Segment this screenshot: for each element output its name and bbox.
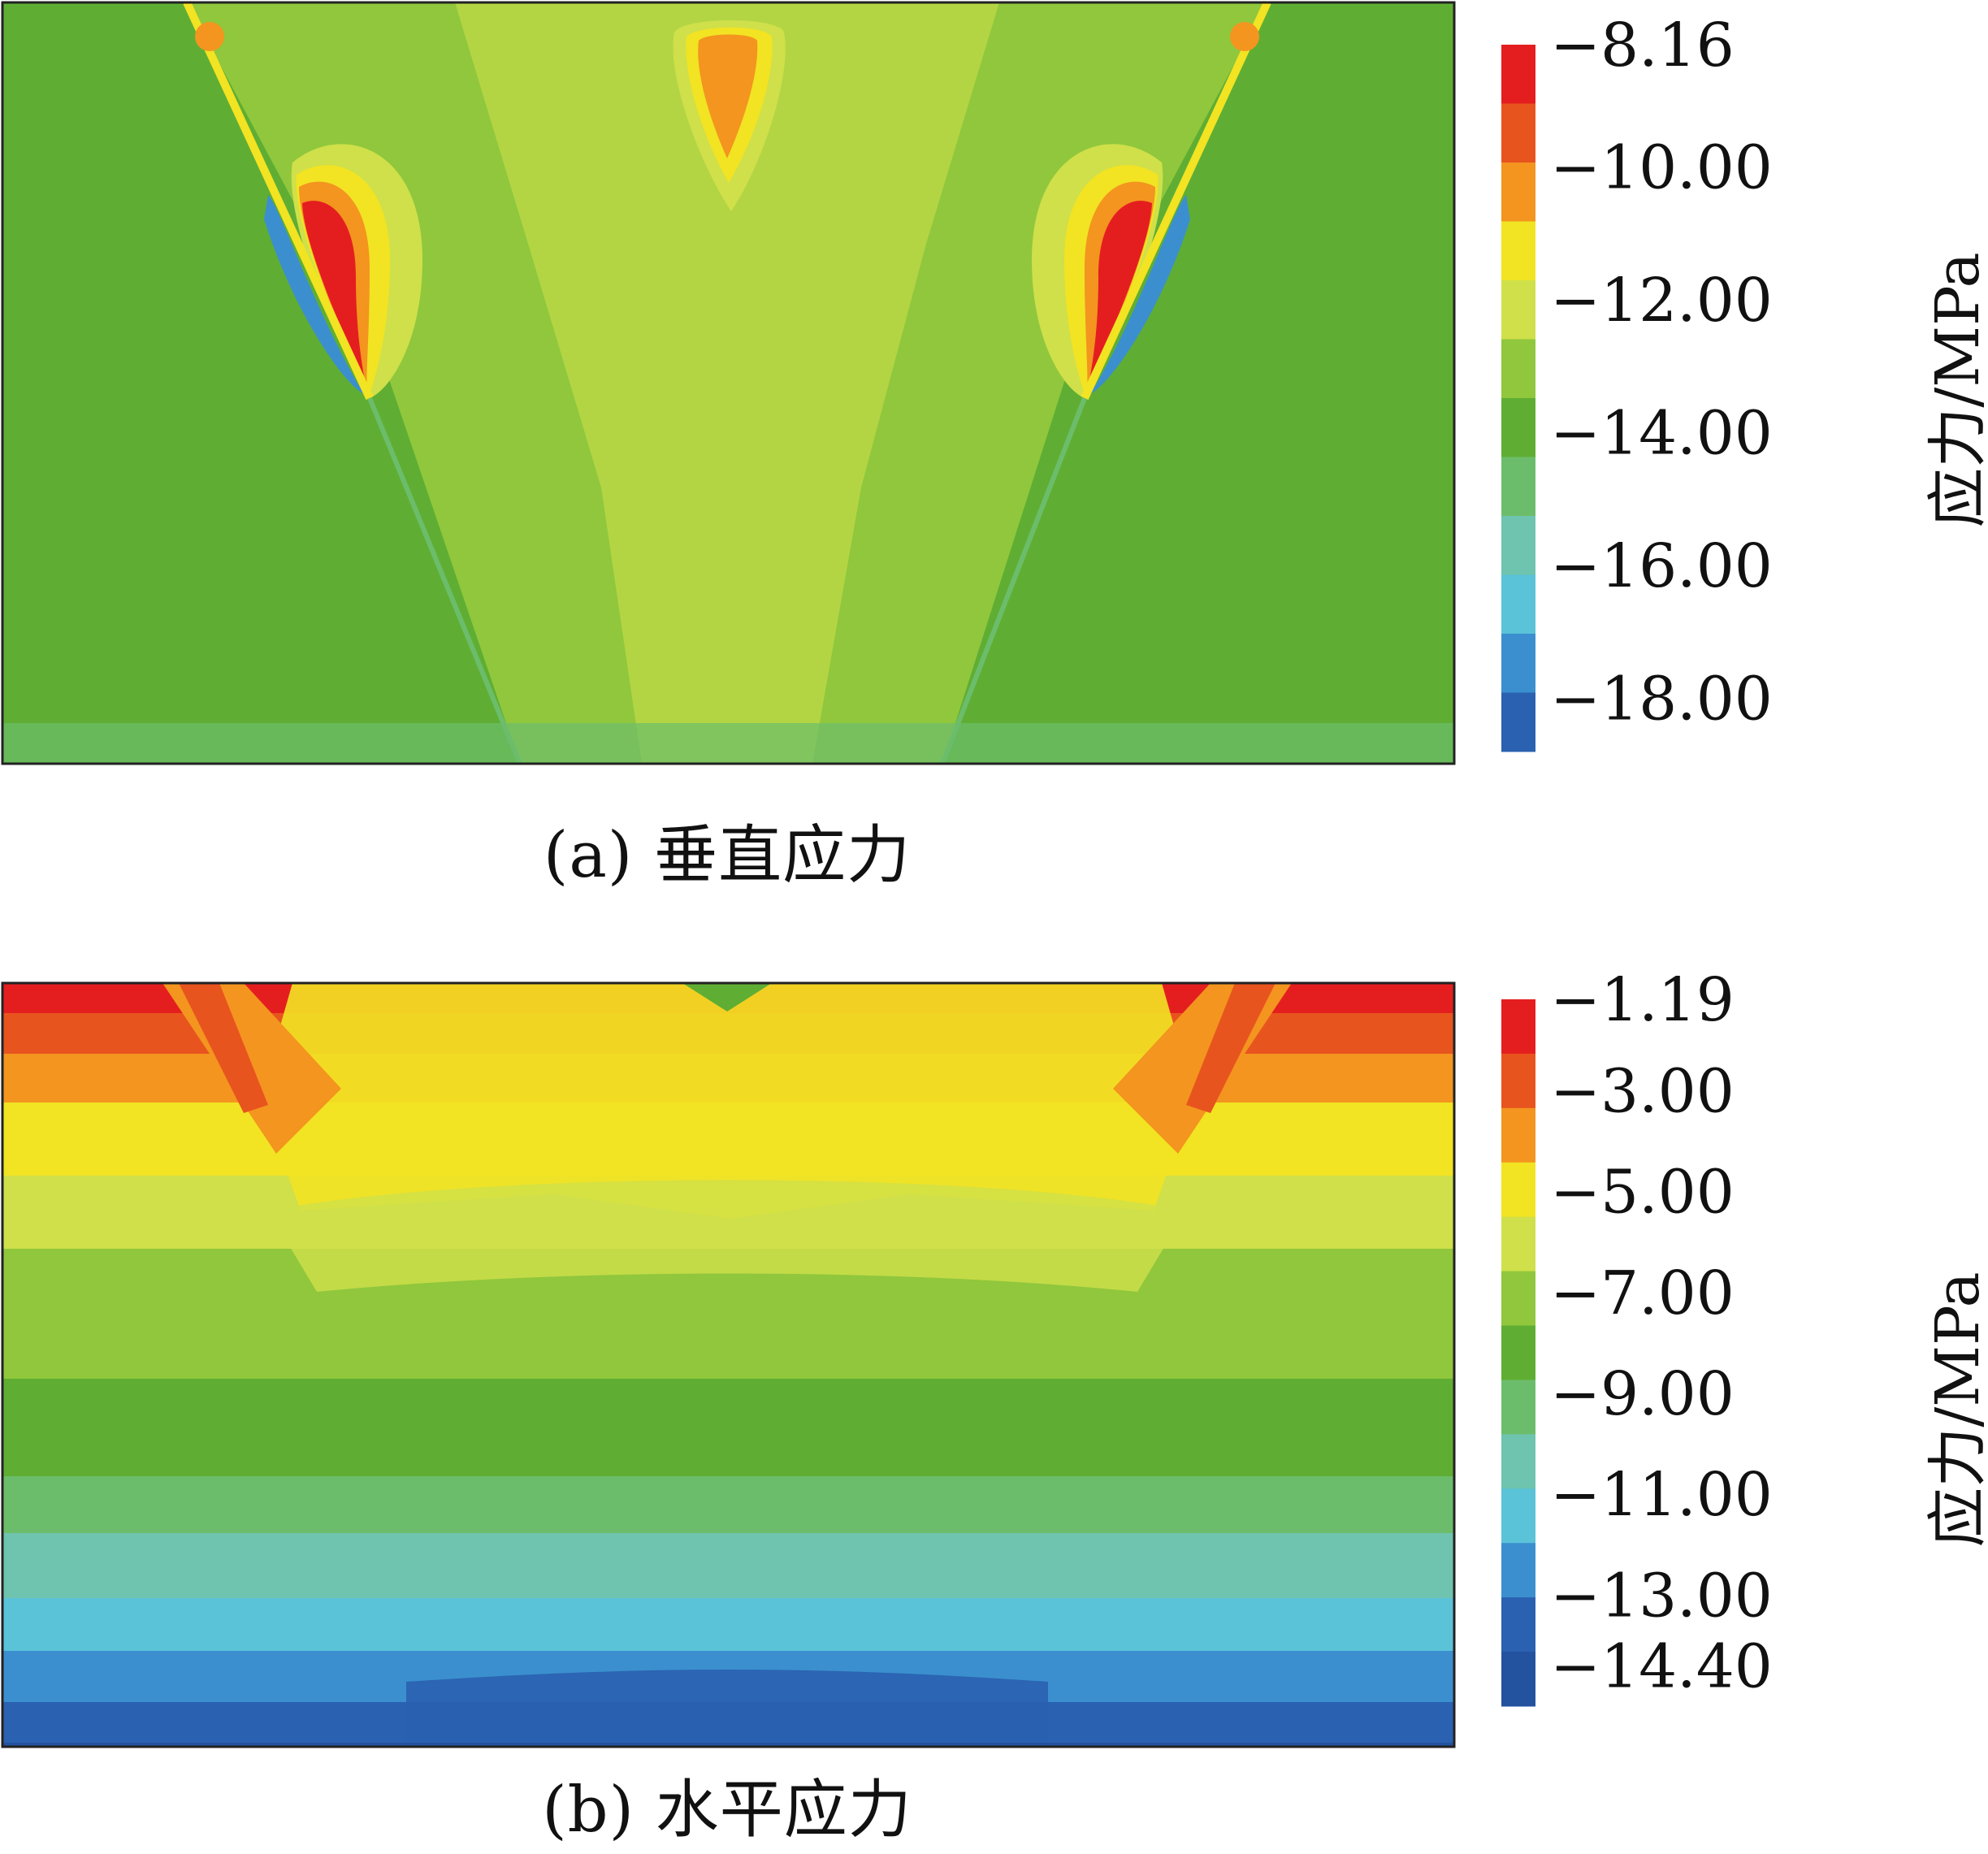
colorbar-label: 应力/MPa xyxy=(1923,252,1988,527)
colorbar-swatch xyxy=(1501,1053,1535,1109)
panel-horizontal-stress: −1.19 −3.00 −5.00 −7.00 −9.00 −11.00 −13.00 −14… xyxy=(0,951,1988,1854)
left-red-wedge xyxy=(179,983,268,1113)
right-fault-line xyxy=(1081,0,1271,401)
band-13 xyxy=(2,1743,1454,1747)
colorbar-swatch xyxy=(1501,1162,1535,1218)
colorbar-tick-label: −18.00 xyxy=(1550,665,1773,734)
colorbar-tick-label: −16.00 xyxy=(1550,531,1773,601)
left-fault-extension xyxy=(367,396,522,765)
right-red-wedge xyxy=(1186,983,1276,1113)
band-10 xyxy=(2,1598,1454,1651)
caption-b: (b) 水平应力 xyxy=(542,1774,912,1847)
plot-frame xyxy=(1,981,1456,1748)
central-light-band xyxy=(455,2,999,764)
top-center-notch xyxy=(682,983,772,1011)
colorbar-tick-label: −11.00 xyxy=(1550,1460,1773,1530)
contour-field xyxy=(2,0,1454,765)
colorbar-swatch xyxy=(1501,457,1535,517)
right-top-spot xyxy=(1230,22,1259,51)
colorbar-tick-label: −5.00 xyxy=(1550,1158,1735,1228)
colorbar-swatch xyxy=(1501,1271,1535,1327)
colorbar-horizontal-stress: −1.19 −3.00 −5.00 −7.00 −9.00 −11.00 −13.00−14… xyxy=(1501,965,1773,1707)
colorbar-vertical-stress: −8.16 −10.00 −12.00 −14.00 −16.00 −18.00 xyxy=(1501,11,1773,752)
colorbar-swatch xyxy=(1501,398,1535,457)
colorbar-swatch xyxy=(1501,1488,1535,1544)
colorbar-swatch xyxy=(1501,692,1535,752)
colorbar-swatch xyxy=(1501,516,1535,575)
colorbar-swatch xyxy=(1501,1434,1535,1489)
left-top-spot xyxy=(195,22,224,51)
colorbar-tick-label: −9.00 xyxy=(1550,1359,1735,1429)
colorbar-tick-label: −13.00 xyxy=(1550,1561,1773,1631)
left-blue-streak xyxy=(264,195,364,394)
colorbar-swatch xyxy=(1501,103,1535,163)
colorbar-tick-label: −14.00 xyxy=(1550,399,1773,469)
plot-frame xyxy=(1,1,1456,765)
colorbar-swatch xyxy=(1501,1597,1535,1653)
horizontal-stress-plot: −1.19 −3.00 −5.00 −7.00 −9.00 −11.00 −13.00−14… xyxy=(1,965,1988,1748)
colorbar-tick-label: −1.19 xyxy=(1550,965,1735,1035)
colorbar-tick-label: −10.00 xyxy=(1550,132,1773,202)
panel-vertical-stress: −8.16 −10.00 −12.00 −14.00 −16.00 −18.00 应力/M… xyxy=(0,0,1988,918)
colorbar-tick-label: −3.00 xyxy=(1550,1056,1735,1126)
band-7 xyxy=(2,1379,1454,1476)
colorbar-swatch xyxy=(1501,339,1535,399)
colorbar-label: 应力/MPa xyxy=(1923,1271,1988,1547)
colorbar-swatch xyxy=(1501,634,1535,693)
central-yellow-bulge xyxy=(260,983,1194,1219)
colorbar-swatch xyxy=(1501,221,1535,281)
colorbar-swatch xyxy=(1501,162,1535,222)
lower-bulge xyxy=(406,1670,1048,1743)
top-lobe-core xyxy=(698,34,758,158)
vertical-stress-plot: −8.16 −10.00 −12.00 −14.00 −16.00 −18.00 应力/M… xyxy=(1,0,1988,765)
band-9 xyxy=(2,1533,1454,1598)
colorbar-swatch xyxy=(1501,1216,1535,1272)
band-8 xyxy=(2,1476,1454,1533)
colorbar-swatch xyxy=(1501,999,1535,1055)
central-light-green xyxy=(268,1180,1186,1292)
colorbar-swatch xyxy=(1501,1325,1535,1380)
right-blue-streak xyxy=(1090,195,1190,394)
colorbar-swatch xyxy=(1501,1543,1535,1598)
colorbar-swatch xyxy=(1501,1107,1535,1163)
colorbar-tick-label: −14.40 xyxy=(1550,1631,1773,1701)
colorbar-swatch xyxy=(1501,45,1535,104)
colorbar-swatch xyxy=(1501,1652,1535,1707)
right-fault-extension xyxy=(940,396,1087,765)
colorbar-swatch xyxy=(1501,280,1535,340)
right-flank-band xyxy=(942,2,1454,764)
colorbar-tick-label: −12.00 xyxy=(1550,266,1773,336)
right-lobe-core xyxy=(1089,201,1152,386)
colorbar-swatch xyxy=(1501,1380,1535,1435)
colorbar-tick-label: −8.16 xyxy=(1550,11,1735,80)
colorbar-swatch xyxy=(1501,574,1535,635)
caption-a: (a) 垂直应力 xyxy=(543,819,912,892)
contour-field xyxy=(2,983,1454,1747)
colorbar-tick-label: −7.00 xyxy=(1550,1258,1735,1328)
bottom-band xyxy=(2,723,1454,764)
left-lobe-core xyxy=(302,201,366,386)
left-flank-band xyxy=(2,2,520,764)
left-fault-line xyxy=(183,0,374,401)
